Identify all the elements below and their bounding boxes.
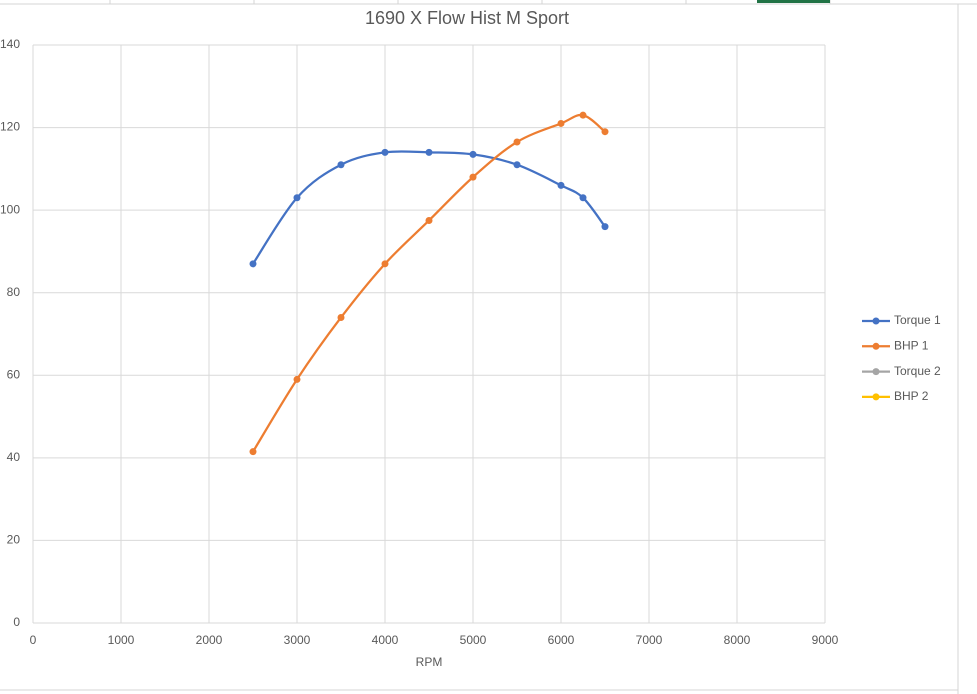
x-tick-label: 9000 <box>812 633 839 647</box>
data-point <box>293 375 301 383</box>
data-point <box>601 223 609 231</box>
y-tick-label: 0 <box>13 615 20 629</box>
data-point <box>293 194 301 202</box>
data-point <box>381 148 389 156</box>
x-tick-label: 3000 <box>284 633 311 647</box>
data-point <box>513 138 521 146</box>
data-point <box>601 128 609 136</box>
x-tick-label: 0 <box>30 633 37 647</box>
legend-marker <box>872 342 880 350</box>
legend-label: BHP 1 <box>894 338 929 352</box>
legend-label: Torque 1 <box>894 313 941 327</box>
x-tick-label: 2000 <box>196 633 223 647</box>
legend-marker <box>872 317 880 325</box>
y-tick-label: 60 <box>7 367 21 381</box>
y-tick-label: 80 <box>7 285 21 299</box>
x-tick-label: 5000 <box>460 633 487 647</box>
data-point <box>469 173 477 181</box>
data-point <box>381 260 389 268</box>
series-line <box>252 150 606 265</box>
x-tick-label: 8000 <box>724 633 751 647</box>
data-point <box>337 313 345 321</box>
data-point <box>469 150 477 158</box>
legend-marker <box>872 393 880 401</box>
y-tick-label: 20 <box>7 533 21 547</box>
data-point <box>557 119 565 127</box>
data-point <box>425 216 433 224</box>
data-point <box>579 111 587 119</box>
legend-marker <box>872 368 880 376</box>
data-point <box>557 181 565 189</box>
y-tick-label: 120 <box>0 120 20 134</box>
x-axis-label: RPM <box>416 655 443 669</box>
x-tick-label: 6000 <box>548 633 575 647</box>
legend-label: BHP 2 <box>894 389 929 403</box>
legend-label: Torque 2 <box>894 364 941 378</box>
chart-title: 1690 X Flow Hist M Sport <box>365 8 569 28</box>
data-point <box>249 448 257 456</box>
y-tick-label: 100 <box>0 202 20 216</box>
data-point <box>513 161 521 169</box>
x-tick-label: 4000 <box>372 633 399 647</box>
x-tick-label: 7000 <box>636 633 663 647</box>
series-line <box>252 113 606 453</box>
data-point <box>425 148 433 156</box>
data-point <box>337 161 345 169</box>
y-tick-label: 40 <box>7 450 21 464</box>
data-point <box>249 260 257 268</box>
x-tick-label: 1000 <box>108 633 135 647</box>
y-tick-label: 140 <box>0 37 20 51</box>
data-point <box>579 194 587 202</box>
